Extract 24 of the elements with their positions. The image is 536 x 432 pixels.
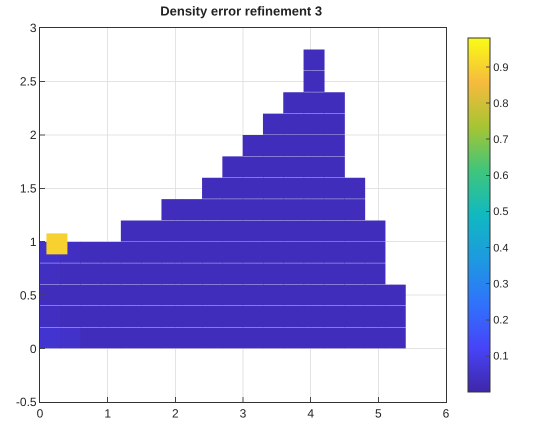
color-bar-label: 0.6 [493,170,508,182]
color-bar-label: 0.5 [493,206,508,218]
y-tick-label: 2.5 [20,74,37,89]
x-tick-label: 1 [104,406,112,420]
y-tick-label: 0 [30,342,37,356]
x-tick-label: 2 [172,406,179,420]
y-tick-label: 3 [30,21,37,36]
color-bar-label: 0.3 [493,278,508,290]
color-bar-label: 0.2 [493,314,508,327]
color-bar-label: 0.1 [493,350,508,363]
color-bar-label: 0.9 [493,62,508,74]
x-tick-label: 6 [442,406,450,420]
chart-title: Density error refinement 3 [160,4,322,19]
color-bar-label: 0.7 [493,134,508,146]
color-bar-label: 0.4 [493,242,508,254]
y-tick-label: 0.5 [20,288,37,302]
y-tick-label: 1 [30,234,37,249]
y-tick-label: -0.5 [16,395,37,410]
y-tick-label: 2 [30,128,37,142]
color-bar-label: 0.8 [493,98,508,110]
x-tick-label: 3 [240,406,247,420]
x-tick-label: 4 [307,406,314,420]
y-tick-label: 1.5 [20,181,37,196]
x-tick-label: 5 [374,406,382,420]
